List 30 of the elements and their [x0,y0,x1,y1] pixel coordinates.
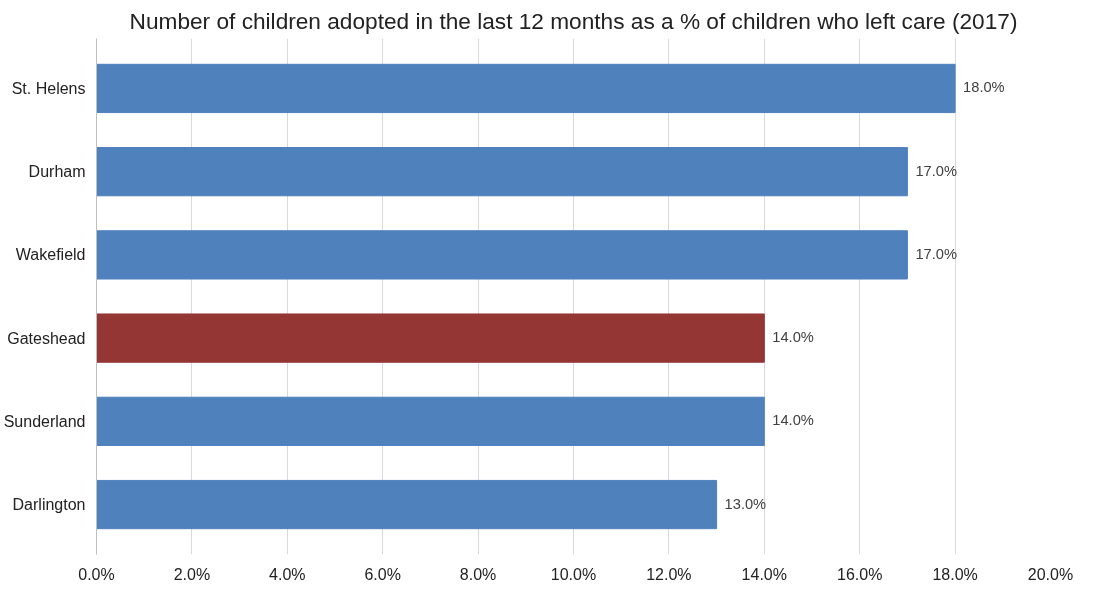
y-tick-label: St. Helens [11,79,86,97]
x-tick-label: 18.0% [932,565,978,583]
x-tick-label: 14.0% [741,565,787,583]
x-tick-label: 10.0% [550,565,597,583]
bar [96,313,765,363]
x-tick-label: 2.0% [173,565,211,583]
y-tick-label: Durham [28,163,86,181]
x-tick-label: 12.0% [646,565,692,583]
x-tick-label: 4.0% [269,565,306,583]
chart-title: Number of children adopted in the last 12 months as a % of children who left care (2017) [129,7,1018,34]
x-tick-label: 20.0% [1027,565,1074,583]
data-label: 14.0% [772,412,814,429]
data-label: 13.0% [724,495,767,512]
data-label: 17.0% [915,245,957,262]
bar [96,479,718,530]
bar [96,63,956,114]
x-tick-label: 8.0% [459,565,497,583]
bar [96,147,908,197]
bar [96,230,908,280]
bar [96,396,765,446]
x-tick-label: 16.0% [837,565,883,583]
data-label: 17.0% [915,162,957,179]
y-tick-label: Wakefield [15,246,86,264]
y-tick-label: Darlington [12,496,86,514]
y-tick-label: Gateshead [7,329,86,347]
data-label: 14.0% [772,329,814,346]
y-tick-label: Sunderland [3,412,86,430]
data-label: 18.0% [963,79,1005,96]
x-tick-label: 0.0% [78,565,115,583]
x-tick-label: 6.0% [364,565,401,583]
